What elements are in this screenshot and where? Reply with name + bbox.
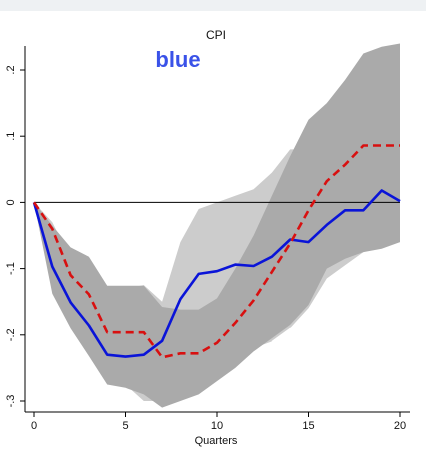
confidence-band-2 [34,43,400,408]
chart-title: CPI [206,28,226,42]
y-tick-label: .2 [5,65,17,74]
x-tick-label: 0 [31,420,37,432]
window-top-bar [0,0,426,11]
chart-area: CPI blue Quarters .2 .1 0 -.1 -.2 -.3 0 5 10 15 20 [0,11,426,451]
x-tick-label: 20 [394,420,406,432]
x-tick-label: 15 [302,420,314,432]
x-tick-label: 5 [122,420,128,432]
y-tick-label: -.2 [5,328,17,341]
series-line-2-dashed [32,144,400,359]
band-edge-line-1 [271,287,401,342]
chart-annotation: blue [155,47,200,72]
band-edge-line-2 [345,301,401,309]
series-line-1-solid [32,189,401,358]
y-tick-label: -.3 [5,395,17,408]
cpi-chart: CPI blue Quarters .2 .1 0 -.1 -.2 -.3 0 5 10 15 20 [5,28,410,447]
x-axis-label: Quarters [195,435,238,447]
x-tick-label: 10 [211,420,223,432]
y-tick-label: -.1 [5,262,17,275]
y-tick-label: 0 [5,199,17,205]
plot-layer: .2 .1 0 -.1 -.2 -.3 0 5 10 15 20 [5,43,410,432]
y-tick-label: .1 [5,132,17,141]
